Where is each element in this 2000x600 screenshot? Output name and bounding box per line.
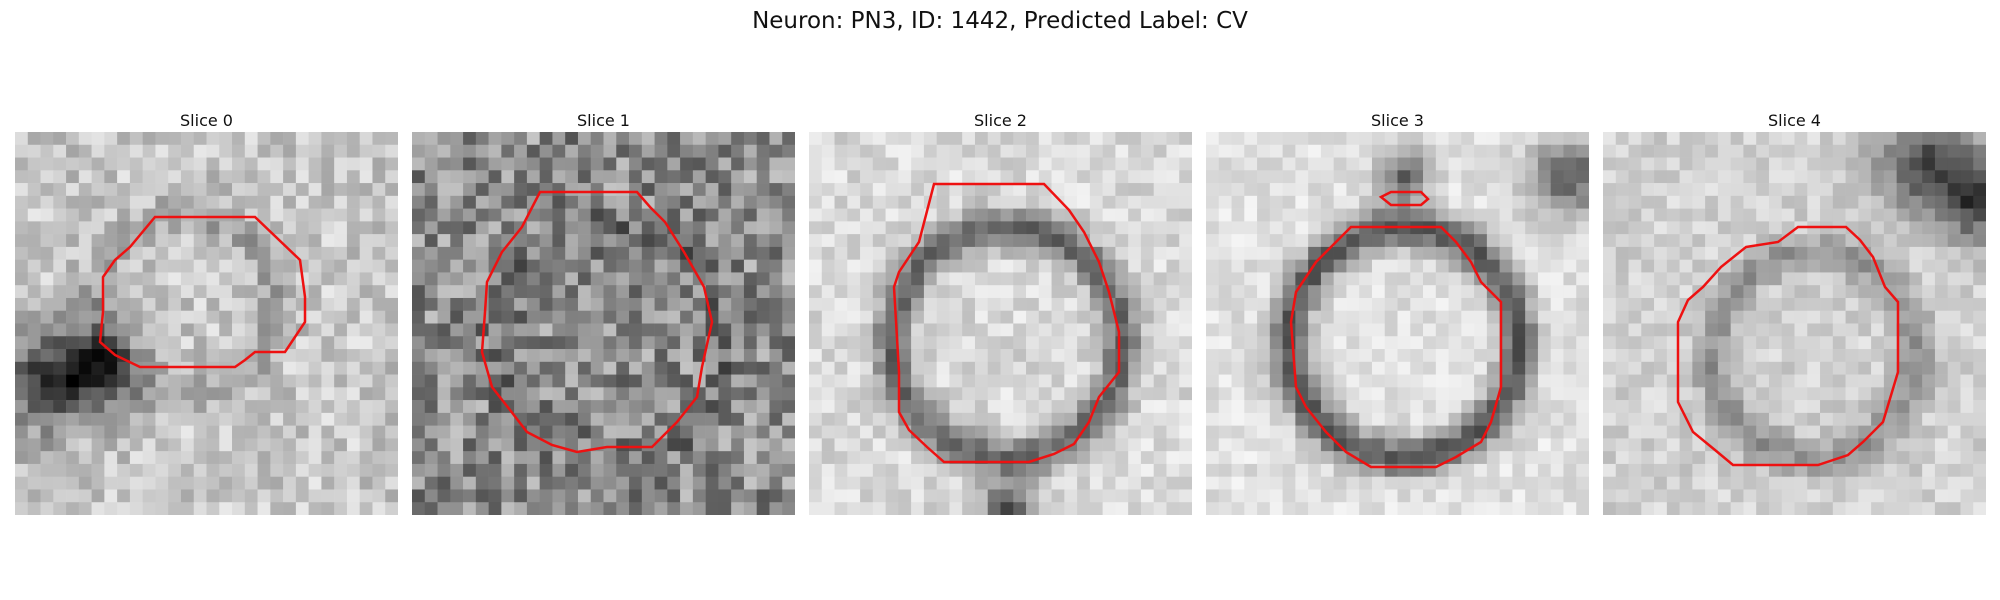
slice-title-3: Slice 3 xyxy=(1371,111,1424,130)
slice-panel-2: Slice 2 xyxy=(809,110,1192,515)
grayscale-pixel-grid-0 xyxy=(15,132,398,515)
slice-title-0: Slice 0 xyxy=(180,111,233,130)
slice-image-4 xyxy=(1603,132,1986,515)
segmentation-contour-4 xyxy=(1676,225,1900,467)
slice-title-4: Slice 4 xyxy=(1768,111,1821,130)
grayscale-pixel-grid-3 xyxy=(1206,132,1589,515)
slice-image-3 xyxy=(1206,132,1589,515)
slice-panel-1: Slice 1 xyxy=(412,110,795,515)
grayscale-pixel-grid-2 xyxy=(809,132,1192,515)
segmentation-contour-3a xyxy=(1378,190,1430,207)
slice-panel-4: Slice 4 xyxy=(1603,110,1986,515)
slice-panel-0: Slice 0 xyxy=(15,110,398,515)
grayscale-pixel-grid-1 xyxy=(412,132,795,515)
figure-title: Neuron: PN3, ID: 1442, Predicted Label: … xyxy=(752,8,1248,34)
slice-title-1: Slice 1 xyxy=(577,111,630,130)
grayscale-pixel-grid-4 xyxy=(1603,132,1986,515)
segmentation-contour-1 xyxy=(480,190,714,454)
segmentation-contour-0 xyxy=(98,215,307,369)
slice-image-0 xyxy=(15,132,398,515)
segmentation-contour-2 xyxy=(892,182,1121,464)
slice-image-2 xyxy=(809,132,1192,515)
slice-title-2: Slice 2 xyxy=(974,111,1027,130)
segmentation-contour-3b xyxy=(1289,225,1503,469)
slice-panel-3: Slice 3 xyxy=(1206,110,1589,515)
slice-image-1 xyxy=(412,132,795,515)
